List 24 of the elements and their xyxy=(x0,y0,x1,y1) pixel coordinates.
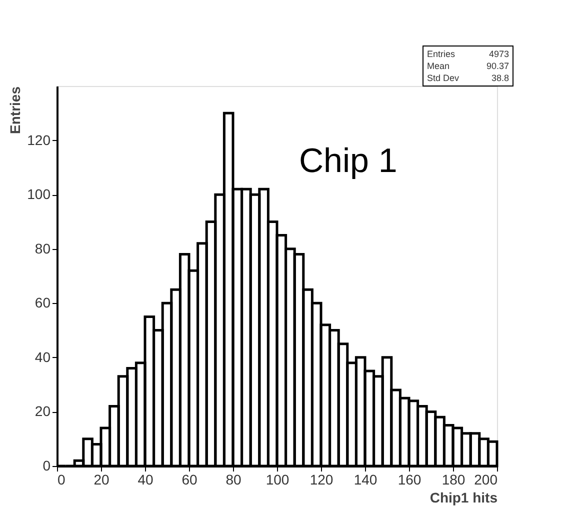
y-tick-label: 20 xyxy=(34,403,51,420)
text: Entries 4973 xyxy=(427,49,509,59)
x-tick-label: 0 xyxy=(58,472,66,488)
text: Std Dev 38.8 xyxy=(427,73,509,83)
y-tick-label: 80 xyxy=(34,240,51,256)
text: Mean 90.37 xyxy=(427,61,509,71)
y-tick-label: 120 xyxy=(27,132,51,148)
x-tick-label: 40 xyxy=(138,472,154,488)
annotation: Chip 1 xyxy=(299,142,398,180)
x-tick-label: 20 xyxy=(94,472,110,488)
y-tick-label: 40 xyxy=(34,348,51,365)
x-tick-label: 120 xyxy=(310,472,334,488)
x-tick-label: 180 xyxy=(442,472,466,488)
x-tick-label: 100 xyxy=(266,472,290,488)
x-axis-title: Chip1 hits xyxy=(430,490,498,506)
y-tick-label: 0 xyxy=(42,458,51,474)
y-tick-label: 60 xyxy=(34,294,51,311)
x-tick-label: 200 xyxy=(474,472,498,488)
x-tick-label: 140 xyxy=(354,472,378,488)
y-axis-title: Entries xyxy=(7,86,24,134)
y-tick-label: 100 xyxy=(27,186,51,202)
x-tick-label: 160 xyxy=(398,472,422,488)
x-tick-label: 80 xyxy=(226,472,242,488)
x-tick-label: 60 xyxy=(182,472,198,488)
